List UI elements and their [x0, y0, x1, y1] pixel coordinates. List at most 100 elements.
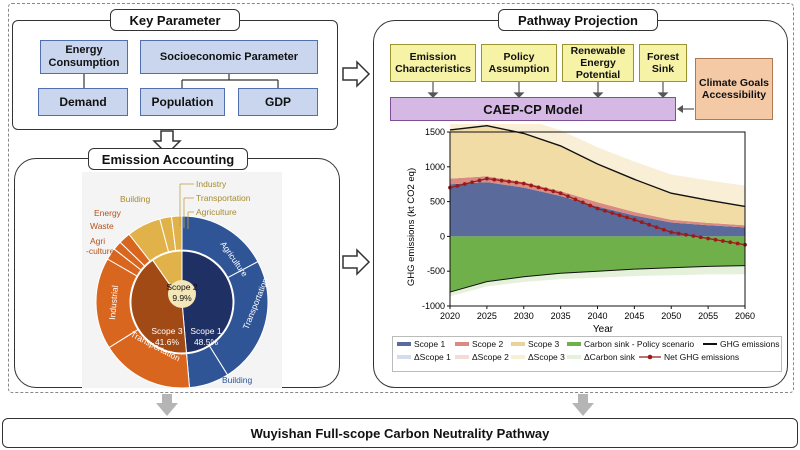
- label-building-outer: Building: [120, 194, 151, 204]
- net-ghg-point: [676, 231, 681, 236]
- emission-sunburst-chart: Industry Transportation Agriculture Buil…: [82, 172, 282, 388]
- label-agri-1: Agri: [90, 236, 105, 246]
- legend-delta-scope2: ΔScope 2: [455, 352, 509, 362]
- net-ghg-point: [529, 183, 534, 188]
- net-ghg-point: [507, 179, 511, 184]
- caep-cp-model-box: CAEP-CP Model: [390, 97, 676, 121]
- net-ghg-point: [462, 182, 467, 186]
- x-tick-label: 2030: [514, 311, 534, 321]
- gray-down-arrow-right: [572, 394, 594, 416]
- renewable-energy-potential-box: Renewable Energy Potential: [562, 44, 634, 82]
- bottom-pathway-banner: Wuyishan Full-scope Carbon Neutrality Pa…: [2, 418, 798, 448]
- scope3-pct: 41.6%: [155, 337, 180, 347]
- y-tick-label: 1500: [425, 127, 445, 137]
- net-ghg-point: [713, 237, 718, 242]
- x-tick-label: 2025: [477, 311, 497, 321]
- scope2-center: [168, 280, 196, 308]
- net-ghg-point: [543, 187, 548, 192]
- net-ghg-point: [617, 213, 622, 218]
- x-tick-label: 2055: [698, 311, 718, 321]
- label-agri-2: -culture: [86, 246, 115, 256]
- policy-assumption-box: Policy Assumption: [481, 44, 557, 82]
- net-ghg-point: [566, 194, 570, 199]
- y-tick-label: 0: [440, 231, 445, 241]
- outer-dashed-frame: [8, 3, 794, 393]
- down-hollow-arrow: [152, 130, 182, 156]
- legend-delta-scope3: ΔScope 3: [511, 352, 565, 362]
- label-agriculture-outer: Agriculture: [196, 207, 237, 217]
- ring-label-building: Building: [222, 375, 253, 385]
- key-parameter-connectors: [83, 74, 279, 88]
- net-ghg-point: [499, 178, 504, 183]
- ring-label-industrial: Industrial: [107, 285, 120, 320]
- net-ghg-point: [595, 206, 600, 211]
- legend-scope3: Scope 3: [511, 339, 559, 349]
- net-ghg-point: [735, 241, 740, 246]
- legend-net-ghg: Net GHG emissions: [639, 352, 739, 362]
- climate-goals-accessibility-box: Climate Goals Accessibility: [695, 58, 773, 120]
- net-ghg-point: [720, 239, 725, 243]
- area-carbon-sink: [450, 236, 745, 293]
- x-tick-label: 2040: [587, 311, 607, 321]
- label-industry: Industry: [196, 179, 227, 189]
- net-ghg-point: [551, 189, 556, 194]
- net-ghg-point: [684, 232, 688, 237]
- net-ghg-point: [632, 217, 637, 222]
- net-ghg-point: [573, 197, 578, 202]
- net-ghg-point: [669, 230, 674, 235]
- right-hollow-arrow-bottom: [342, 248, 371, 276]
- net-ghg-point: [521, 181, 526, 186]
- x-tick-label: 2050: [661, 311, 681, 321]
- net-ghg-point: [470, 180, 475, 185]
- net-ghg-point: [580, 200, 585, 205]
- forest-sink-box: Forest Sink: [639, 44, 687, 82]
- net-ghg-point: [706, 236, 711, 241]
- x-tick-label: 2020: [440, 311, 460, 321]
- area-scope3: [450, 125, 745, 226]
- line-carbon-sink: [449, 265, 746, 293]
- scope1-pct: 48.5%: [194, 337, 219, 347]
- socioeconomic-parameter-box: Socioeconomic Parameter: [140, 40, 318, 74]
- y-tick-label: 1000: [425, 162, 445, 172]
- legend-scope2: Scope 2: [455, 339, 503, 349]
- legend-scope1: Scope 1: [397, 339, 445, 349]
- net-ghg-point: [558, 191, 563, 196]
- pathway-projection-title: Pathway Projection: [498, 9, 658, 31]
- climate-to-model-arrow: [677, 105, 694, 113]
- x-tick-label: 2035: [551, 311, 571, 321]
- gdp-box: GDP: [238, 88, 318, 116]
- net-ghg-point: [625, 215, 629, 220]
- inner-scope3: [130, 259, 187, 354]
- net-ghg-point: [455, 183, 460, 188]
- ghg-pathway-chart: -1000 -500 0 500 1000 1500 2020 2025 2030 2035 204…: [406, 124, 755, 335]
- y-tick-label: 500: [430, 197, 445, 207]
- net-ghg-point: [588, 203, 593, 208]
- chart-xlabel: Year: [593, 324, 614, 335]
- label-energy: Energy: [94, 208, 122, 218]
- label-transportation-outer: Transportation: [196, 193, 251, 203]
- legend-carbon-sink: Carbon sink - Policy scenario: [567, 339, 694, 349]
- chart-ylabel: GHG emissions (kt CO2 eq): [406, 168, 417, 286]
- x-tick-label: 2045: [624, 311, 644, 321]
- net-ghg-point: [647, 222, 652, 227]
- ring-industry-scope2: [170, 215, 183, 251]
- key-parameter-title: Key Parameter: [110, 9, 240, 31]
- net-ghg-point: [484, 176, 489, 181]
- population-box: Population: [140, 88, 225, 116]
- net-ghg-point: [492, 177, 497, 182]
- net-ghg-point: [698, 235, 703, 240]
- net-ghg-point: [602, 208, 607, 213]
- right-hollow-arrow-top: [342, 60, 371, 88]
- model-input-arrows: [427, 82, 669, 98]
- legend-delta-carbon-sink: ΔCarbon sink: [567, 352, 635, 362]
- scope3-name: Scope 3: [151, 326, 182, 336]
- x-tick-label: 2060: [735, 311, 755, 321]
- chart-legend: Scope 1 Scope 2 Scope 3 Carbon sink - Po…: [392, 336, 782, 372]
- net-ghg-point: [728, 240, 733, 245]
- y-tick-label: -1000: [422, 301, 445, 311]
- net-ghg-point: [691, 234, 696, 238]
- net-ghg-point: [654, 225, 659, 230]
- net-ghg-point: [661, 227, 666, 232]
- gray-down-arrow-left: [156, 394, 178, 416]
- legend-delta-scope1: ΔScope 1: [397, 352, 451, 362]
